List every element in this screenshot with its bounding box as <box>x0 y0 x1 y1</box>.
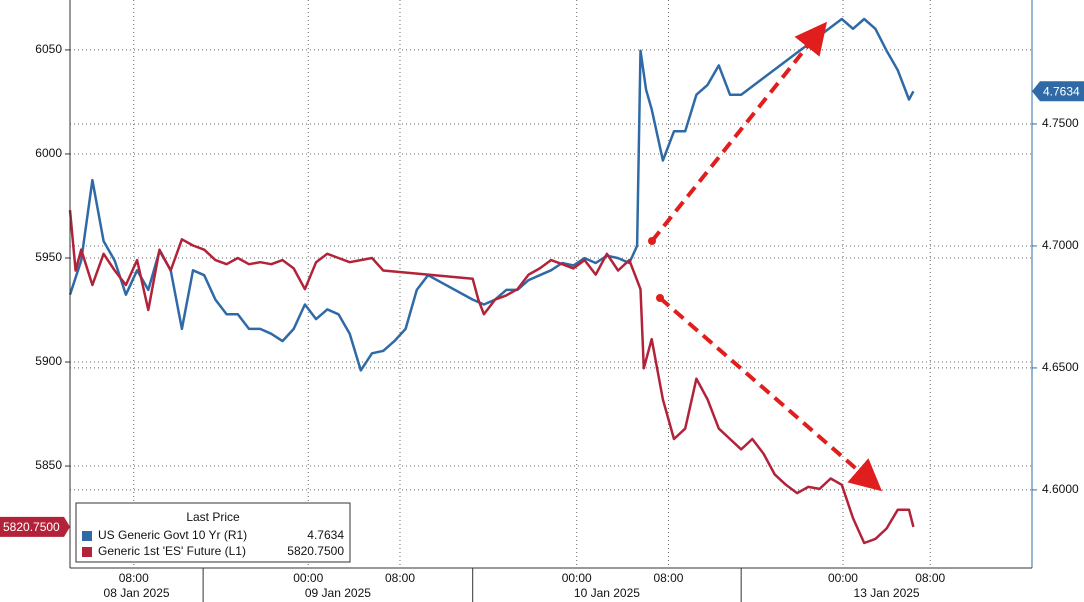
series-line <box>68 209 915 545</box>
last-price-label: 4.7634 <box>1043 84 1080 98</box>
last-price-tag <box>0 516 70 537</box>
last-price-label: 5820.7500 <box>3 520 60 534</box>
y2-tick-label: 4.7000 <box>1042 238 1079 252</box>
x-tick-label: 00:00 <box>293 571 323 585</box>
x-tick-label: 08:00 <box>653 571 683 585</box>
x-date-label: 08 Jan 2025 <box>104 586 170 600</box>
legend-box <box>75 502 351 563</box>
last-price-tag <box>1032 81 1084 102</box>
arrow-dot <box>656 294 664 302</box>
y2-tick-label: 4.6500 <box>1042 360 1079 374</box>
x-tick-label: 00:00 <box>562 571 592 585</box>
y-tick-label: 5950 <box>35 250 62 264</box>
arrow-up <box>650 21 827 243</box>
x-date-label: 10 Jan 2025 <box>574 586 640 600</box>
y2-tick-label: 4.6000 <box>1042 482 1079 496</box>
legend-value: 4.7634 <box>307 528 344 542</box>
x-date-label: 09 Jan 2025 <box>305 586 371 600</box>
y-tick-label: 5850 <box>35 458 62 472</box>
y-tick-label: 6050 <box>35 42 62 56</box>
y-tick-label: 5900 <box>35 354 62 368</box>
y2-tick-label: 4.7500 <box>1042 116 1079 130</box>
x-tick-label: 08:00 <box>915 571 945 585</box>
x-tick-label: 00:00 <box>828 571 858 585</box>
legend-swatch <box>82 547 92 557</box>
x-tick-label: 08:00 <box>385 571 415 585</box>
legend-value: 5820.7500 <box>287 544 344 558</box>
overlay: 5850 5900 5950 6000 6050 4.6000 4.6500 4.7000 4.… <box>0 42 1084 602</box>
legend-label: Generic 1st 'ES' Future (L1) <box>98 544 246 558</box>
arrow-dot <box>648 237 656 245</box>
legend-swatch <box>82 531 92 541</box>
legend-title: Last Price <box>186 510 240 524</box>
lines <box>68 17 915 545</box>
arrow-down <box>658 296 883 492</box>
x-tick-label: 08:00 <box>119 571 149 585</box>
y-tick-label: 6000 <box>35 146 62 160</box>
legend-label: US Generic Govt 10 Yr (R1) <box>98 528 247 542</box>
grid <box>70 0 1032 568</box>
x-date-label: 13 Jan 2025 <box>854 586 920 600</box>
